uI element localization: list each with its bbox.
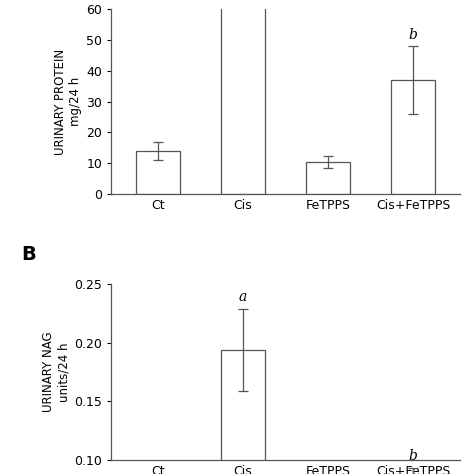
Bar [221, 350, 265, 474]
Y-axis label: URINARY PROTEIN
mg/24 h: URINARY PROTEIN mg/24 h [54, 49, 82, 155]
Bar [306, 162, 350, 194]
Text: b: b [409, 449, 418, 463]
Bar [391, 80, 435, 194]
Text: B: B [21, 246, 36, 264]
Text: a: a [239, 290, 247, 304]
Bar [221, 0, 265, 194]
Y-axis label: URINARY NAG
units/24 h: URINARY NAG units/24 h [42, 332, 70, 412]
Text: b: b [409, 28, 418, 42]
Bar [136, 151, 180, 194]
